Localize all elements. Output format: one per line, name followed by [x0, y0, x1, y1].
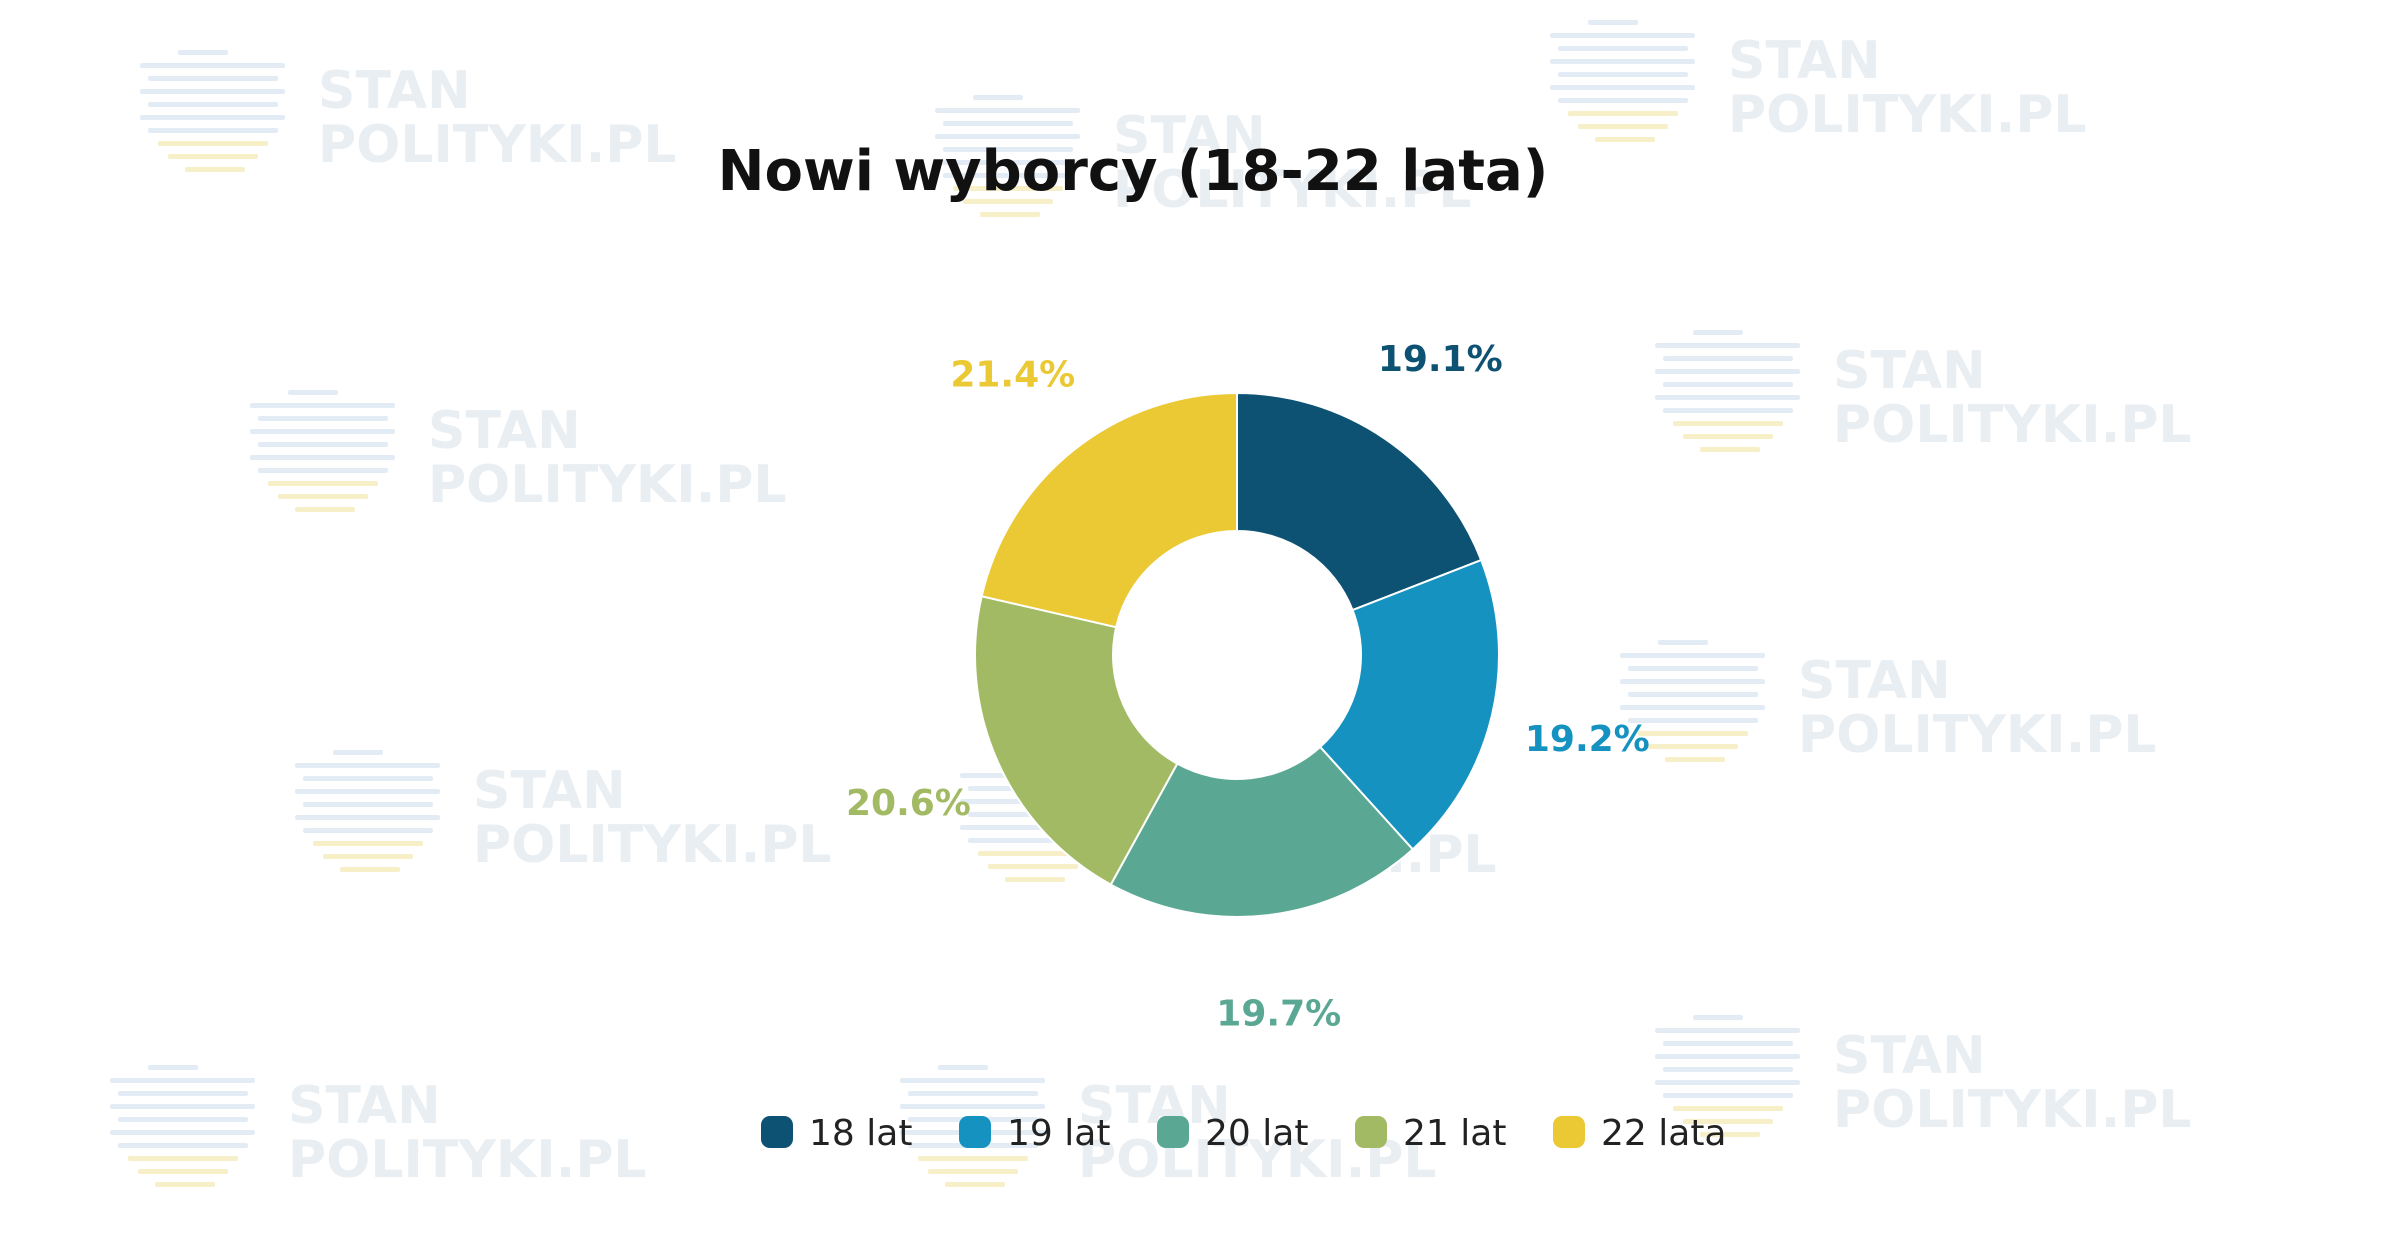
data-label-3: 19.7% [1216, 994, 1341, 1035]
data-label-5: 21.4% [950, 354, 1075, 395]
svg-text:STAN: STAN [1833, 1026, 1986, 1086]
svg-text:POLITYKI.PL: POLITYKI.PL [428, 455, 787, 515]
legend-item-3[interactable]: 20 lat [1157, 1113, 1308, 1154]
legend-label: 21 lat [1403, 1113, 1506, 1154]
data-label-2: 19.2% [1525, 719, 1650, 760]
donut-slice-3[interactable] [1109, 745, 1415, 918]
legend-swatch [959, 1116, 991, 1148]
legend-label: 19 lat [1007, 1113, 1110, 1154]
donut-slice-1[interactable] [1236, 391, 1483, 612]
donut-slice-2[interactable] [1318, 558, 1500, 851]
chart-legend: 18 lat 19 lat 20 lat 21 lat 22 lata [761, 1113, 1727, 1154]
legend-item-4[interactable]: 21 lat [1355, 1113, 1506, 1154]
chart-data-labels: 19.1% 19.2% 19.7% 20.6% 21.4% [846, 339, 1650, 1035]
svg-text:POLITYKI.PL: POLITYKI.PL [1833, 1080, 2192, 1140]
svg-text:STAN: STAN [1798, 651, 1951, 711]
legend-item-1[interactable]: 18 lat [761, 1113, 912, 1154]
svg-text:POLITYKI.PL: POLITYKI.PL [473, 815, 832, 875]
svg-text:STAN: STAN [1728, 31, 1881, 91]
svg-text:STAN: STAN [1833, 341, 1986, 401]
legend-swatch [761, 1116, 793, 1148]
svg-text:STAN: STAN [288, 1076, 441, 1136]
chart-slices [974, 391, 1500, 918]
legend-item-2[interactable]: 19 lat [959, 1113, 1110, 1154]
legend-label: 20 lat [1205, 1113, 1308, 1154]
svg-text:STAN: STAN [1113, 106, 1266, 166]
donut-slice-5[interactable] [980, 391, 1238, 629]
legend-label: 18 lat [809, 1113, 912, 1154]
legend-swatch [1553, 1116, 1585, 1148]
legend-swatch [1157, 1116, 1189, 1148]
legend-item-5[interactable]: 22 lata [1553, 1113, 1727, 1154]
svg-text:POLITYKI.PL: POLITYKI.PL [1113, 160, 1472, 220]
svg-text:POLITYKI.PL: POLITYKI.PL [1833, 395, 2192, 455]
svg-text:POLITYKI.PL: POLITYKI.PL [1798, 705, 2157, 765]
chart-title: Nowi wyborcy (18-22 lata) [718, 139, 1549, 204]
data-label-1: 19.1% [1378, 339, 1503, 380]
legend-label: 22 lata [1601, 1113, 1727, 1154]
svg-text:POLITYKI.PL: POLITYKI.PL [1728, 85, 2087, 145]
svg-text:STAN: STAN [1078, 1076, 1231, 1136]
legend-swatch [1355, 1116, 1387, 1148]
svg-text:STAN: STAN [473, 761, 626, 821]
svg-text:POLITYKI.PL: POLITYKI.PL [288, 1130, 647, 1190]
svg-text:STAN: STAN [318, 61, 471, 121]
svg-text:POLITYKI.PL: POLITYKI.PL [318, 115, 677, 175]
data-label-4: 20.6% [846, 783, 971, 824]
svg-text:STAN: STAN [428, 401, 581, 461]
donut-slice-4[interactable] [974, 595, 1179, 886]
